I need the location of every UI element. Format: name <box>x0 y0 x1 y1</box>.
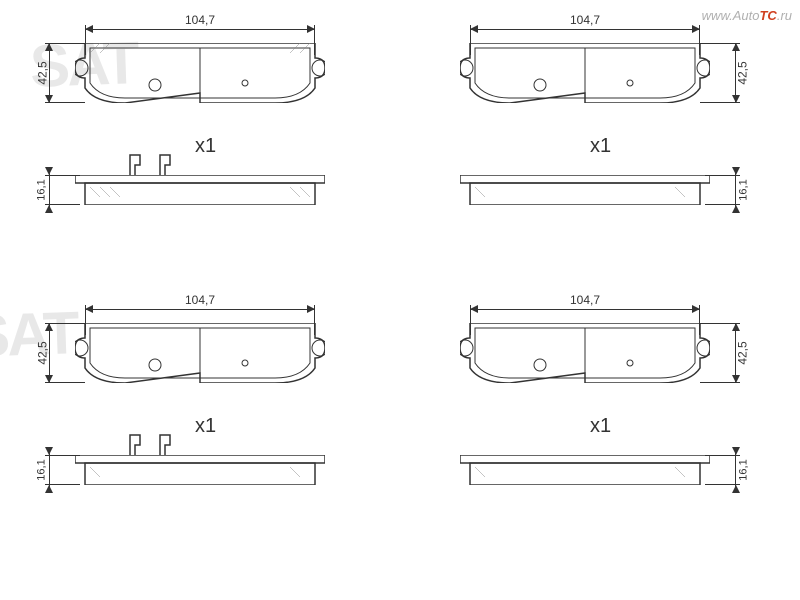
brake-pad-outline <box>460 323 710 383</box>
dim-width-label: 104,7 <box>566 13 604 27</box>
pad-cell-0-1: 104,7 42,5 <box>420 15 750 115</box>
pad-side-view: 16,1 <box>420 155 750 215</box>
dim-width: 104,7 <box>85 295 315 313</box>
pad-side-cell-1-1: 16,1 <box>420 435 750 495</box>
dim-thickness: 16,1 <box>722 175 750 205</box>
brake-pad-side-outline <box>460 175 710 205</box>
dim-width: 104,7 <box>85 15 315 33</box>
dim-height: 42,5 <box>722 43 750 103</box>
dim-thickness: 16,1 <box>722 455 750 485</box>
brake-pad-side-outline <box>75 175 325 205</box>
dim-height-label: 42,5 <box>735 61 749 84</box>
pad-front-view: 104,7 42,5 <box>420 295 750 395</box>
pad-side-cell-0-1: 16,1 <box>420 155 750 215</box>
brake-pad-outline <box>75 323 325 383</box>
dim-width-label: 104,7 <box>566 293 604 307</box>
pad-side-view: 16,1 <box>35 435 365 495</box>
dim-height-label: 42,5 <box>36 61 50 84</box>
dim-height: 42,5 <box>35 323 63 383</box>
pad-cell-0-0: 104,7 42,5 <box>35 15 365 115</box>
pad-side-cell-1-0: 16,1 <box>35 435 365 495</box>
pad-side-view: 16,1 <box>35 155 365 215</box>
brake-pad-side-outline <box>460 455 710 485</box>
pad-front-view: 104,7 42,5 <box>420 15 750 115</box>
pad-side-cell-0-0: 16,1 <box>35 155 365 215</box>
dim-height-label: 42,5 <box>735 341 749 364</box>
pad-front-view: 104,7 42,5 <box>35 15 365 115</box>
dim-thickness: 16,1 <box>35 175 63 205</box>
pad-front-view: 104,7 42,5 <box>35 295 365 395</box>
dim-width: 104,7 <box>470 15 700 33</box>
dim-width-label: 104,7 <box>181 13 219 27</box>
dim-thickness: 16,1 <box>35 455 63 485</box>
dim-thickness-label: 16,1 <box>737 179 749 200</box>
dim-height: 42,5 <box>35 43 63 103</box>
dim-width-label: 104,7 <box>181 293 219 307</box>
pad-side-view: 16,1 <box>420 435 750 495</box>
dim-width: 104,7 <box>470 295 700 313</box>
brake-pad-outline <box>460 43 710 103</box>
dim-height: 42,5 <box>722 323 750 383</box>
dim-height-label: 42,5 <box>36 341 50 364</box>
pad-cell-1-1: 104,7 42,5 <box>420 295 750 395</box>
pad-cell-1-0: 104,7 42,5 <box>35 295 365 395</box>
dim-thickness-label: 16,1 <box>36 179 48 200</box>
watermark-url: www.AutoTC.ru <box>702 8 792 23</box>
dim-thickness-label: 16,1 <box>36 459 48 480</box>
dim-thickness-label: 16,1 <box>737 459 749 480</box>
brake-pad-outline <box>75 43 325 103</box>
brake-pad-side-outline <box>75 455 325 485</box>
